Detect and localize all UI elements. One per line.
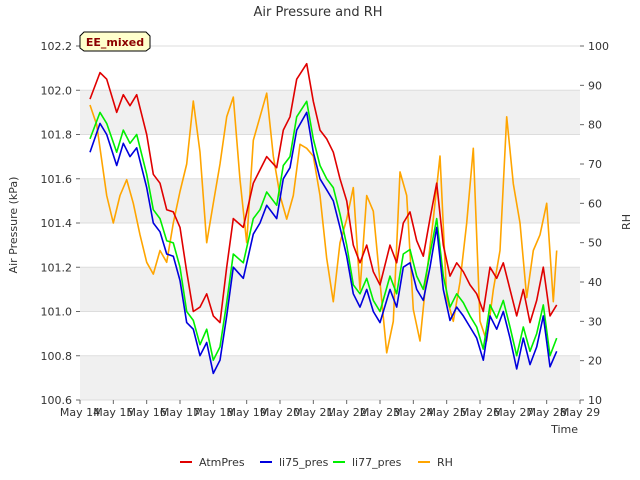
x-tick-label: May 19 [227, 406, 267, 419]
y-tick-label-left: 102.0 [41, 84, 73, 97]
series-line-rh [89, 92, 558, 354]
x-tick-label: May 21 [293, 406, 333, 419]
y-tick-label-left: 101.0 [41, 306, 73, 319]
y-tick-label-right: 90 [588, 79, 602, 92]
background-band [80, 178, 580, 223]
x-tick-label: May 22 [327, 406, 367, 419]
x-tick-label: May 16 [127, 406, 167, 419]
x-tick-label: May 25 [427, 406, 467, 419]
x-tick-label: May 18 [193, 406, 233, 419]
y-tick-label-right: 30 [588, 315, 602, 328]
x-axis-label: Time [550, 423, 578, 436]
y-tick-label-left: 100.6 [41, 394, 73, 407]
x-tick-label: May 29 [560, 406, 600, 419]
y-tick-label-right: 60 [588, 197, 602, 210]
legend-label: li75_pres [279, 456, 329, 469]
grid-lines [80, 45, 580, 401]
x-tick-label: May 14 [60, 406, 100, 419]
x-tick-label: May 17 [160, 406, 200, 419]
y-tick-label-left: 101.8 [41, 129, 73, 142]
y-tick-label-left: 102.2 [41, 40, 73, 53]
y-tick-label-left: 100.8 [41, 350, 73, 363]
y-tick-label-left: 101.4 [41, 217, 73, 230]
series-line-li75-pres [89, 111, 558, 375]
y-tick-label-right: 50 [588, 237, 602, 250]
y-tick-label-right: 70 [588, 158, 602, 171]
y-axis-label-right: RH [620, 214, 633, 230]
legend-label: AtmPres [199, 456, 245, 469]
y-tick-label-right: 40 [588, 276, 602, 289]
x-tick-label: May 20 [260, 406, 300, 419]
series-line-li77-pres [89, 100, 558, 362]
y-tick-label-right: 20 [588, 355, 602, 368]
x-tick-label: May 15 [93, 406, 133, 419]
y-tick-label-left: 101.2 [41, 261, 73, 274]
y-axis-label-left: Air Pressure (kPa) [7, 177, 20, 274]
x-tick-label: May 24 [393, 406, 433, 419]
background-band [80, 90, 580, 135]
x-tick-label: May 27 [493, 406, 533, 419]
site-badge-box [79, 31, 151, 52]
y-tick-label-left: 101.6 [41, 173, 73, 186]
legend: AtmPres li75_pres li77_pres RH [180, 456, 453, 469]
legend-label: li77_pres [352, 456, 402, 469]
x-tick-label: May 26 [460, 406, 500, 419]
y-tick-label-right: 10 [588, 394, 602, 407]
site-badge-text: EE_mixed [86, 36, 144, 49]
series-layer [89, 62, 558, 375]
background-band [80, 355, 580, 400]
x-tick-label: May 23 [360, 406, 400, 419]
site-badge: EE_mixed [79, 31, 151, 52]
y-tick-label-right: 100 [588, 40, 609, 53]
legend-label: RH [437, 456, 453, 469]
series-line-atmpres [89, 62, 558, 324]
chart-title: Air Pressure and RH [253, 5, 382, 20]
y-tick-label-right: 80 [588, 119, 602, 132]
x-tick-label: May 28 [527, 406, 567, 419]
